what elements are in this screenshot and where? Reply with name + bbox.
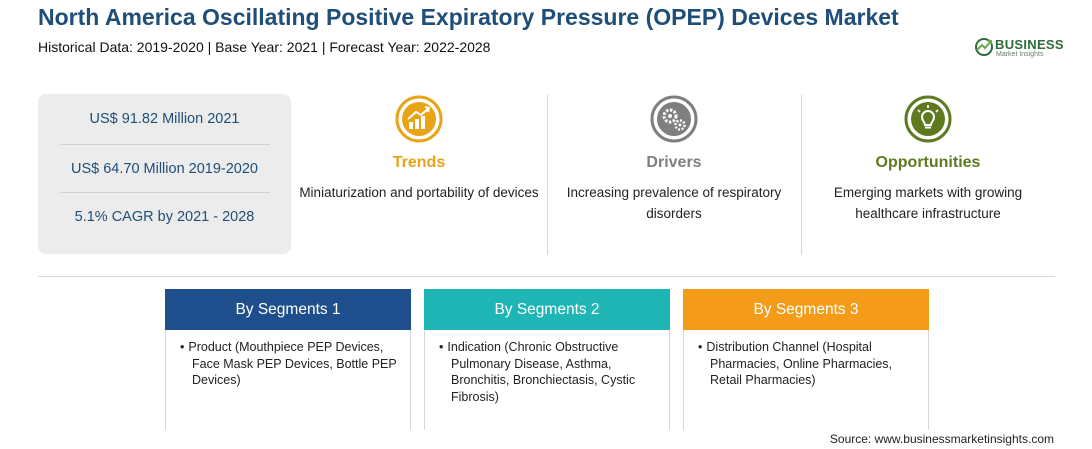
trends-column: Trends Miniaturization and portability o…	[294, 94, 544, 203]
page-title: North America Oscillating Positive Expir…	[38, 4, 899, 30]
gears-icon	[650, 95, 698, 143]
logo-text-business: BUSINESS	[995, 37, 1064, 52]
segment-3-item-text: Distribution Channel (Hospital Pharmacie…	[706, 340, 893, 387]
chart-up-icon	[395, 95, 443, 143]
segment-2-title: By Segments 2	[424, 289, 670, 330]
column-divider	[547, 95, 548, 255]
opportunities-heading: Opportunities	[875, 154, 981, 171]
source-footnote: Source: www.businessmarketinsights.com	[829, 432, 1054, 446]
segment-2-item: • Indication (Chronic Obstructive Pulmona…	[439, 340, 636, 404]
segment-1-body: • Product (Mouthpiece PEP Devices, Face M…	[165, 330, 411, 430]
segment-3-title: By Segments 3	[683, 289, 929, 330]
logo-text-market-insights: Market Insights	[996, 51, 1044, 58]
stat-cagr: 5.1% CAGR by 2021 - 2028	[74, 209, 255, 225]
page-subtitle: Historical Data: 2019-2020 | Base Year: …	[38, 39, 491, 55]
stat-market-value-2021: US$ 91.82 Million 2021	[89, 111, 240, 127]
segment-1-item-text: Product (Mouthpiece PEP Devices, Face Ma…	[188, 340, 397, 387]
drivers-column: Drivers Increasing prevalence of respira…	[549, 94, 799, 224]
drivers-description: Increasing prevalence of respiratory dis…	[566, 185, 782, 221]
segment-2-body: • Indication (Chronic Obstructive Pulmona…	[424, 330, 670, 430]
segment-1-title: By Segments 1	[165, 289, 411, 330]
opportunities-column: Opportunities Emerging markets with grow…	[803, 94, 1053, 224]
segment-3-item: • Distribution Channel (Hospital Pharmaci…	[698, 340, 893, 387]
opportunities-description: Emerging markets with growing healthcare…	[833, 185, 1023, 221]
segment-card-3: By Segments 3 • Distribution Channel (Hos…	[683, 289, 929, 430]
column-divider	[801, 95, 802, 255]
drivers-heading: Drivers	[646, 154, 702, 171]
segment-card-1: By Segments 1 • Product (Mouthpiece PEP D…	[165, 289, 411, 430]
segment-3-body: • Distribution Channel (Hospital Pharmaci…	[683, 330, 929, 430]
lightbulb-icon	[904, 95, 952, 143]
segment-1-item: • Product (Mouthpiece PEP Devices, Face M…	[180, 340, 397, 387]
stat-market-value-historical: US$ 64.70 Million 2019-2020	[70, 161, 258, 177]
segment-card-2: By Segments 2 • Indication (Chronic Obstr…	[424, 289, 670, 430]
stat-divider	[60, 144, 270, 145]
trends-description: Miniaturization and portability of devic…	[299, 185, 539, 200]
trends-heading: Trends	[392, 154, 446, 171]
business-market-insights-logo: BUSINESS Market Insights	[974, 36, 1064, 60]
segment-2-item-text: Indication (Chronic Obstructive Pulmonar…	[447, 340, 636, 404]
globe-logo-icon	[975, 38, 993, 56]
stat-divider	[60, 192, 270, 193]
section-divider	[38, 276, 1055, 277]
market-stats-panel: US$ 91.82 Million 2021 US$ 64.70 Million…	[38, 94, 291, 254]
